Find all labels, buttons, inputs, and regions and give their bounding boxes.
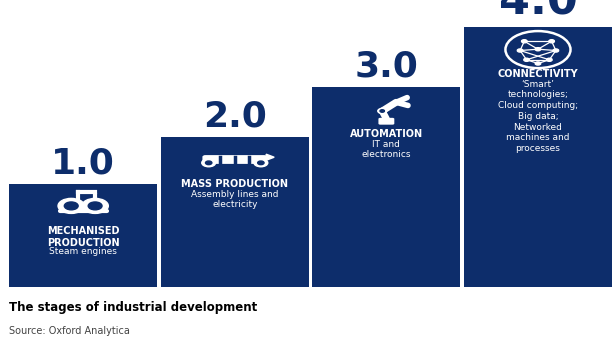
Bar	[161, 137, 309, 287]
Text: 2.0: 2.0	[203, 99, 267, 133]
Text: Steam engines: Steam engines	[49, 247, 117, 256]
Circle shape	[258, 161, 264, 164]
Text: 1.0: 1.0	[51, 147, 115, 181]
Circle shape	[202, 159, 216, 167]
FancyBboxPatch shape	[378, 118, 394, 125]
Bar	[464, 27, 612, 287]
Circle shape	[553, 49, 558, 52]
Circle shape	[547, 58, 552, 61]
Circle shape	[535, 48, 541, 51]
Polygon shape	[266, 154, 274, 160]
Circle shape	[65, 202, 78, 210]
Circle shape	[380, 110, 384, 112]
Text: Assembly lines and
electricity: Assembly lines and electricity	[191, 190, 279, 209]
Text: The stages of industrial development: The stages of industrial development	[9, 301, 258, 314]
Text: AUTOMATION: AUTOMATION	[350, 129, 423, 139]
Circle shape	[254, 159, 268, 167]
Bar	[312, 87, 460, 287]
Circle shape	[82, 198, 108, 214]
Text: 3.0: 3.0	[354, 49, 418, 83]
Text: IT and
electronics: IT and electronics	[362, 140, 411, 159]
Text: 4.0: 4.0	[499, 0, 577, 23]
Circle shape	[88, 202, 102, 210]
Circle shape	[522, 40, 527, 43]
Circle shape	[535, 62, 541, 65]
Text: ‘Smart’
technologies;
Cloud computing;
Big data;
Networked
machines and
processe: ‘Smart’ technologies; Cloud computing; B…	[498, 80, 578, 153]
Bar	[9, 184, 157, 287]
FancyBboxPatch shape	[202, 155, 267, 164]
Circle shape	[517, 49, 523, 52]
Text: MECHANISED
PRODUCTION: MECHANISED PRODUCTION	[47, 226, 119, 248]
Text: Source: Oxford Analytica: Source: Oxford Analytica	[9, 326, 130, 336]
Circle shape	[549, 40, 554, 43]
Circle shape	[205, 161, 212, 164]
Text: CONNECTIVITY: CONNECTIVITY	[498, 69, 578, 79]
Text: MASS PRODUCTION: MASS PRODUCTION	[181, 179, 288, 189]
Circle shape	[378, 108, 387, 113]
Circle shape	[524, 58, 530, 61]
Circle shape	[58, 198, 84, 214]
